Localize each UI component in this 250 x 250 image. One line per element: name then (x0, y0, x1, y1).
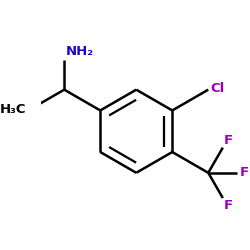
Text: NH₂: NH₂ (65, 45, 94, 58)
Text: F: F (224, 199, 233, 212)
Text: F: F (224, 134, 233, 146)
Text: Cl: Cl (210, 82, 224, 95)
Text: H₃C: H₃C (0, 103, 26, 116)
Text: F: F (240, 166, 248, 179)
